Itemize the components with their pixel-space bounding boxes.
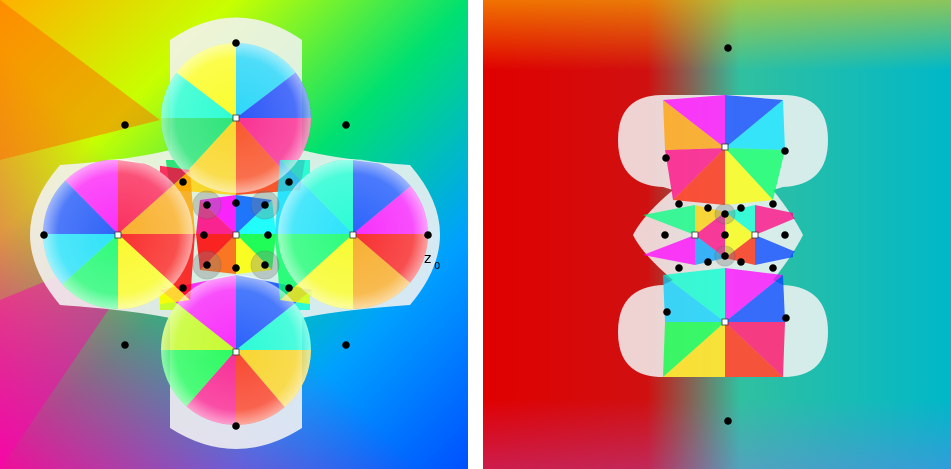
z0-label: z (424, 251, 431, 267)
zero-marker (232, 39, 240, 47)
z0-subscript: 0 (434, 261, 440, 272)
zero-marker (121, 121, 129, 129)
phase-sector (0, 0, 160, 160)
zero-marker (232, 422, 240, 430)
zero-marker (200, 231, 208, 239)
zero-marker (232, 199, 240, 207)
zero-marker (769, 200, 777, 208)
zero-marker (179, 178, 187, 186)
pole-marker (232, 114, 240, 122)
zero-marker (121, 341, 129, 349)
zero-marker (721, 252, 729, 260)
zero-marker (781, 231, 789, 239)
zero-marker (721, 231, 729, 239)
zero-marker (40, 231, 48, 239)
zero-marker (737, 258, 745, 266)
zero-marker (782, 314, 790, 322)
domain-coloring-plot-left: z 0 (0, 0, 468, 469)
pole-marker (114, 231, 122, 239)
zero-marker (737, 204, 745, 212)
zero-marker (704, 258, 712, 266)
zero-marker (232, 264, 240, 272)
poles-left (114, 114, 357, 356)
zero-marker (721, 210, 729, 218)
pole-marker (721, 143, 729, 151)
pole-marker (232, 231, 240, 239)
zero-marker (662, 154, 670, 162)
pole-marker (721, 318, 729, 326)
zero-marker (342, 341, 350, 349)
zero-marker (661, 231, 669, 239)
zero-marker (724, 44, 732, 52)
pole-marker (349, 231, 357, 239)
zero-marker (264, 231, 272, 239)
poles-right (691, 143, 759, 326)
zero-marker (285, 178, 293, 186)
zeros-left (40, 39, 432, 430)
zero-marker (261, 201, 269, 209)
domain-coloring-plot-right (483, 0, 951, 469)
zeros-right (661, 44, 790, 425)
zero-marker (704, 204, 712, 212)
pole-marker (232, 348, 240, 356)
zero-marker (285, 284, 293, 292)
zero-marker (203, 201, 211, 209)
zero-marker (675, 200, 683, 208)
zero-marker (261, 261, 269, 269)
pole-region (618, 95, 828, 377)
pole-marker (691, 231, 699, 239)
zero-marker (342, 121, 350, 129)
zero-marker (781, 147, 789, 155)
zero-marker (203, 261, 211, 269)
zero-marker (675, 264, 683, 272)
zero-marker (663, 308, 671, 316)
zero-marker (179, 284, 187, 292)
zero-marker (769, 264, 777, 272)
pole-marker (751, 231, 759, 239)
zero-marker (424, 231, 432, 239)
zero-marker (724, 417, 732, 425)
